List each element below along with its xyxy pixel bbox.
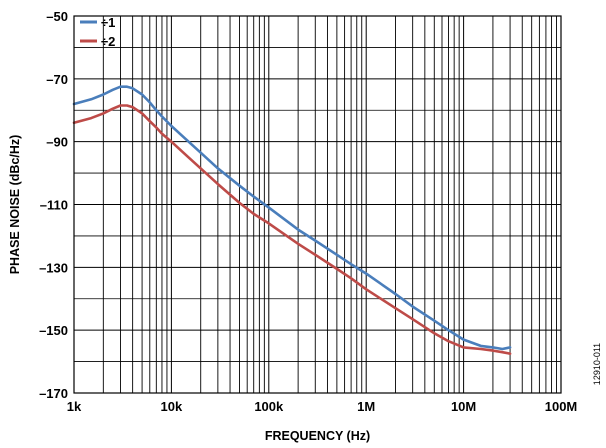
y-tick-label: –150 xyxy=(39,323,68,338)
x-tick-label: 10k xyxy=(161,399,183,414)
x-tick-label: 100k xyxy=(254,399,284,414)
y-tick-label: –50 xyxy=(46,9,68,24)
x-tick-label: 1M xyxy=(357,399,375,414)
y-tick-label: –130 xyxy=(39,260,68,275)
x-tick-label: 100M xyxy=(545,399,578,414)
x-tick-label: 10M xyxy=(451,399,476,414)
y-tick-label: –170 xyxy=(39,386,68,401)
legend: ÷1 ÷2 xyxy=(80,15,115,49)
series-line-0 xyxy=(72,85,512,351)
x-axis-label: FREQUENCY (Hz) xyxy=(265,429,370,443)
x-tick-label: 1k xyxy=(67,399,82,414)
figure-id: 12910-011 xyxy=(592,343,602,385)
grid xyxy=(73,15,561,394)
tick-labels: 1k 10k 100k 1M 10M 100M –50 –70 –90 –110 –130 –150 –… xyxy=(39,9,577,414)
series-lines xyxy=(72,85,512,356)
y-axis-label: PHASE NOISE (dBc/Hz) xyxy=(8,135,22,275)
legend-label-div1: ÷1 xyxy=(101,15,115,30)
y-tick-label: –90 xyxy=(46,135,68,150)
y-tick-label: –70 xyxy=(46,72,68,87)
y-tick-label: –110 xyxy=(40,198,68,213)
legend-label-div2: ÷2 xyxy=(101,34,115,49)
series-line-1 xyxy=(72,104,512,356)
plot-frame xyxy=(73,15,562,394)
